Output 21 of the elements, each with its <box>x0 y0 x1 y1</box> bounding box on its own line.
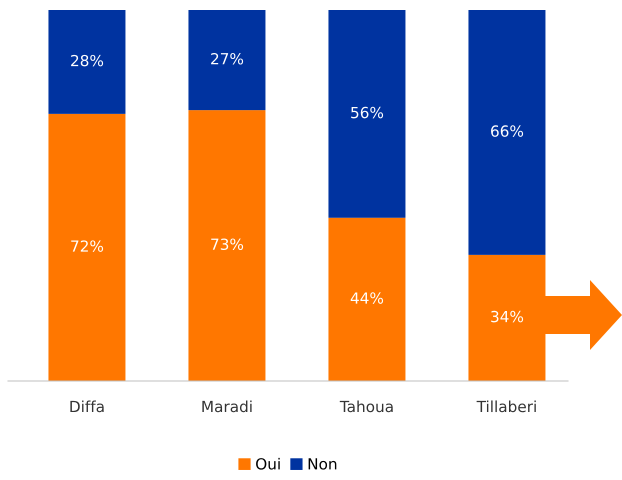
data-label: 44% <box>350 292 384 304</box>
legend-label: Non <box>308 458 336 470</box>
data-label: 28% <box>71 54 104 66</box>
bar <box>328 10 406 218</box>
data-label: 73% <box>211 238 244 250</box>
x-tick-label: Tahoua <box>340 400 393 412</box>
x-tick-label: Maradi <box>202 400 252 412</box>
x-tick-label: Tillaberi <box>476 400 536 412</box>
bar <box>188 10 266 110</box>
bar <box>48 114 126 381</box>
data-label: 56% <box>351 106 384 118</box>
bar <box>328 218 406 381</box>
bar <box>468 10 546 255</box>
x-tick-label: Diffa <box>70 400 104 412</box>
bar <box>188 110 266 381</box>
data-label: 72% <box>71 240 104 252</box>
legend-label: Oui <box>256 458 280 470</box>
bar <box>48 10 126 114</box>
data-label: 66% <box>491 125 524 137</box>
data-label: 34% <box>491 310 524 322</box>
data-label: 27% <box>211 52 244 65</box>
